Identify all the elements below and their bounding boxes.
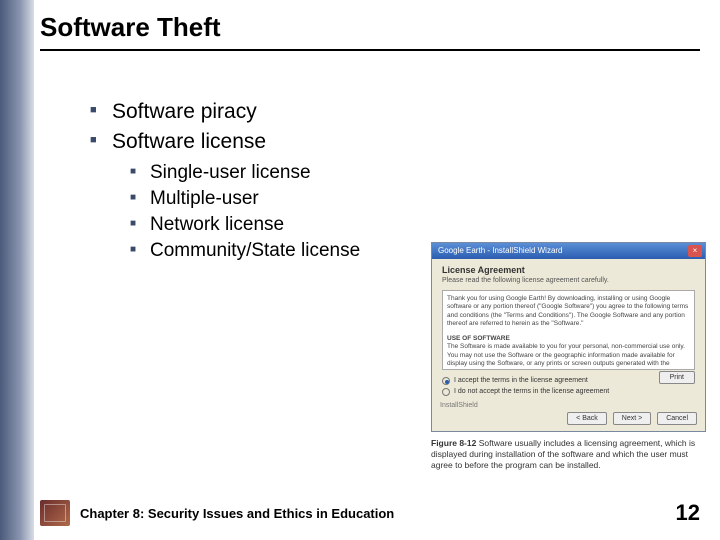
bullet-software-piracy: Software piracy [90, 100, 650, 124]
installer-button-row: < Back Next > Cancel [567, 412, 697, 425]
license-subheading: Please read the following license agreem… [442, 277, 695, 284]
radio-icon [442, 377, 450, 385]
installer-window: Google Earth - InstallShield Wizard × Li… [431, 242, 706, 432]
chapter-label: Chapter 8: Security Issues and Ethics in… [80, 506, 394, 521]
footer: Chapter 8: Security Issues and Ethics in… [40, 500, 700, 526]
back-button[interactable]: < Back [567, 412, 607, 425]
installer-titlebar: Google Earth - InstallShield Wizard × [432, 243, 705, 259]
close-icon[interactable]: × [688, 245, 702, 257]
radio-decline-label: I do not accept the terms in the license… [454, 387, 609, 398]
figure-caption: Figure 8-12 Software usually includes a … [431, 438, 706, 471]
subbullet-single-user: Single-user license [130, 162, 650, 184]
cancel-button[interactable]: Cancel [657, 412, 697, 425]
installshield-label: InstallShield [440, 402, 478, 409]
caption-label: Figure 8-12 [431, 438, 476, 448]
title-underline [40, 49, 700, 51]
left-gradient-bar [0, 0, 34, 540]
license-para-1: Thank you for using Google Earth! By dow… [447, 295, 690, 329]
subbullet-network: Network license [130, 214, 650, 236]
license-section-head: USE OF SOFTWARE [447, 335, 690, 343]
title-area: Software Theft [40, 12, 700, 51]
series-logo [40, 500, 70, 526]
radio-accept-label: I accept the terms in the license agreem… [454, 376, 588, 387]
slide-title: Software Theft [40, 12, 700, 47]
footer-left: Chapter 8: Security Issues and Ethics in… [40, 500, 394, 526]
figure-installer: Google Earth - InstallShield Wizard × Li… [431, 242, 706, 471]
bullet-text: Software piracy [112, 100, 257, 123]
license-para-2: The Software is made available to you fo… [447, 343, 690, 370]
page-number: 12 [676, 500, 700, 526]
license-radios: I accept the terms in the license agreem… [442, 376, 695, 397]
radio-icon [442, 388, 450, 396]
installer-title: Google Earth - InstallShield Wizard [438, 246, 563, 255]
print-button[interactable]: Print [659, 371, 695, 384]
radio-accept-row[interactable]: I accept the terms in the license agreem… [442, 376, 695, 387]
license-heading: License Agreement [442, 265, 695, 275]
bullet-text: Software license [112, 130, 266, 153]
radio-decline-row[interactable]: I do not accept the terms in the license… [442, 387, 695, 398]
license-textbox[interactable]: Thank you for using Google Earth! By dow… [442, 290, 695, 370]
subbullet-multiple-user: Multiple-user [130, 188, 650, 210]
next-button[interactable]: Next > [613, 412, 651, 425]
